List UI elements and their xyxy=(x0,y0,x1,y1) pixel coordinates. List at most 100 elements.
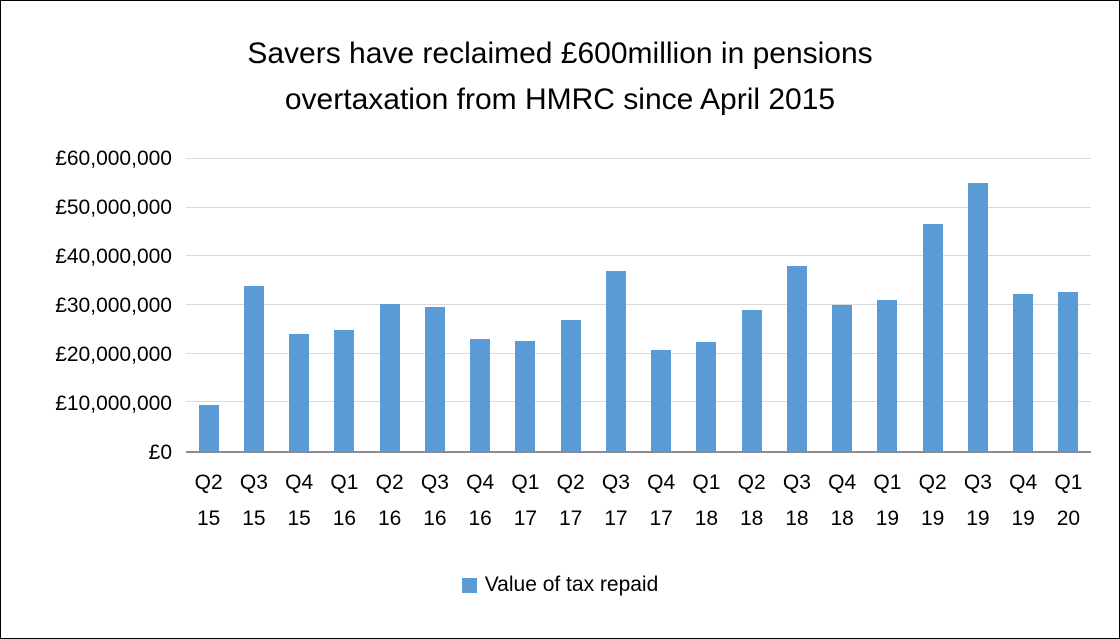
bar-slot xyxy=(186,159,231,451)
x-tick-quarter: Q2 xyxy=(194,471,223,494)
bar-Q1-20 xyxy=(1058,291,1079,451)
gridline xyxy=(186,158,1091,159)
gridline xyxy=(186,352,1091,354)
x-tick-year: 19 xyxy=(966,507,990,530)
bar-slot xyxy=(1001,159,1046,451)
x-tick-year: 19 xyxy=(1011,507,1035,530)
y-tick-label: £30,000,000 xyxy=(55,294,172,317)
legend: Value of tax repaid xyxy=(1,573,1119,597)
legend-swatch-icon xyxy=(461,577,477,593)
x-tick-year: 15 xyxy=(242,507,266,530)
gridline xyxy=(186,304,1091,305)
x-tick-year: 18 xyxy=(739,507,764,530)
y-tick-label: £0 xyxy=(148,441,172,464)
x-tick-quarter: Q4 xyxy=(285,471,314,494)
bar-Q2-16 xyxy=(379,303,400,451)
x-tick-quarter: Q1 xyxy=(692,471,721,494)
bar-Q4-16 xyxy=(470,339,491,451)
x-tick-quarter: Q1 xyxy=(1054,471,1083,494)
bar-slot xyxy=(367,159,412,451)
bar-slot xyxy=(231,159,276,451)
x-tick-label: Q1 17 xyxy=(503,469,548,533)
bar-Q4-18 xyxy=(832,305,853,451)
x-tick-year: 17 xyxy=(604,507,628,530)
x-tick-label: Q3 16 xyxy=(412,469,457,533)
x-tick-year: 18 xyxy=(830,507,854,530)
x-tick-quarter: Q1 xyxy=(330,471,359,494)
x-tick-label: Q2 15 xyxy=(186,469,231,533)
bar-slot xyxy=(910,159,955,451)
x-tick-quarter: Q3 xyxy=(782,471,811,494)
x-tick-year: 15 xyxy=(287,507,311,530)
bar-slot xyxy=(955,159,1000,451)
y-tick-label: £40,000,000 xyxy=(55,245,172,268)
bar-Q4-17 xyxy=(651,350,672,451)
bar-Q1-18 xyxy=(696,342,717,451)
bar-Q3-15 xyxy=(243,285,264,451)
x-tick-year: 20 xyxy=(1056,507,1081,530)
x-tick-label: Q3 17 xyxy=(593,469,638,533)
x-tick-quarter: Q2 xyxy=(737,471,766,494)
x-tick-quarter: Q3 xyxy=(963,471,992,494)
x-tick-label: Q4 19 xyxy=(1001,469,1046,533)
bar-slot xyxy=(684,159,729,451)
bar-slot xyxy=(593,159,638,451)
chart-title-line-1: Savers have reclaimed £600million in pen… xyxy=(247,37,873,70)
x-tick-quarter: Q4 xyxy=(647,471,676,494)
y-tick-label: £10,000,000 xyxy=(55,392,172,415)
bar-slot xyxy=(412,159,457,451)
bar-slot xyxy=(548,159,593,451)
x-tick-label: Q1 16 xyxy=(322,469,367,533)
bar-slot xyxy=(639,159,684,451)
bar-slot xyxy=(774,159,819,451)
bar-Q4-19 xyxy=(1013,294,1034,451)
gridline xyxy=(186,401,1091,403)
bars-row xyxy=(186,159,1091,451)
x-tick-label: Q2 19 xyxy=(910,469,955,533)
x-tick-label: Q1 20 xyxy=(1046,469,1091,533)
x-tick-quarter: Q2 xyxy=(556,471,585,494)
x-tick-quarter: Q4 xyxy=(466,471,495,494)
x-tick-year: 19 xyxy=(920,507,945,530)
x-tick-quarter: Q4 xyxy=(828,471,857,494)
x-tick-year: 17 xyxy=(558,507,583,530)
bar-Q3-18 xyxy=(786,266,807,451)
bar-Q1-17 xyxy=(515,341,536,451)
x-tick-year: 17 xyxy=(649,507,673,530)
gridline xyxy=(186,255,1091,257)
bar-Q3-17 xyxy=(605,270,626,451)
x-tick-year: 16 xyxy=(468,507,492,530)
bar-slot xyxy=(458,159,503,451)
bar-Q4-15 xyxy=(289,334,310,451)
x-tick-label: Q4 16 xyxy=(458,469,503,533)
x-tick-label: Q4 18 xyxy=(820,469,865,533)
x-tick-year: 19 xyxy=(875,507,900,530)
x-tick-label: Q4 15 xyxy=(277,469,322,533)
x-tick-quarter: Q3 xyxy=(239,471,268,494)
x-tick-quarter: Q3 xyxy=(420,471,449,494)
bar-Q2-19 xyxy=(922,224,943,451)
x-tick-quarter: Q1 xyxy=(873,471,902,494)
bar-Q2-18 xyxy=(741,309,762,451)
x-tick-quarter: Q2 xyxy=(375,471,404,494)
bar-Q3-19 xyxy=(967,183,988,451)
x-tick-year: 16 xyxy=(377,507,402,530)
chart-title: Savers have reclaimed £600million in pen… xyxy=(1,31,1119,123)
bar-Q2-17 xyxy=(560,319,581,451)
bar-slot xyxy=(729,159,774,451)
x-axis: Q2 15 Q3 15 Q4 15 Q1 16 Q2 16 Q3 16 Q4 16 Q1 17 Q2 17 Q3 17… xyxy=(186,469,1091,533)
bar-Q2-15 xyxy=(198,404,219,451)
bar-slot xyxy=(1046,159,1091,451)
x-tick-year: 18 xyxy=(694,507,719,530)
x-tick-year: 18 xyxy=(785,507,809,530)
chart-title-line-2: overtaxation from HMRC since April 2015 xyxy=(284,83,836,116)
x-tick-label: Q1 18 xyxy=(684,469,729,533)
y-axis: £0 £10,000,000 £20,000,000 £30,000,000 £40,0… xyxy=(1,147,178,464)
plot-area xyxy=(186,158,1091,453)
x-tick-quarter: Q3 xyxy=(601,471,630,494)
x-tick-year: 15 xyxy=(196,507,221,530)
y-tick-label: £60,000,000 xyxy=(55,147,172,170)
x-tick-quarter: Q1 xyxy=(511,471,540,494)
gridline xyxy=(186,206,1091,208)
